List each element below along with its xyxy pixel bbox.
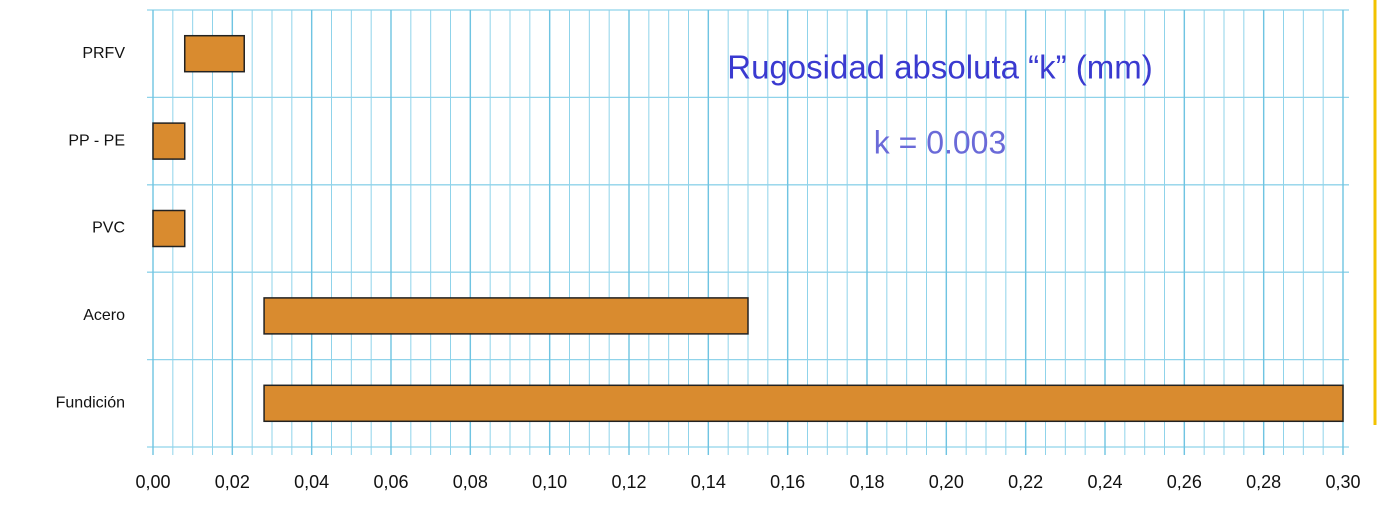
bar <box>152 122 186 160</box>
x-tick-label: 0,14 <box>691 472 726 492</box>
x-tick-label: 0,00 <box>135 472 170 492</box>
y-tick-label: Acero <box>83 307 125 324</box>
x-tick-label: 0,10 <box>532 472 567 492</box>
x-tick-label: 0,12 <box>611 472 646 492</box>
x-tick-label: 0,08 <box>453 472 488 492</box>
y-tick-label: Fundición <box>56 395 125 412</box>
x-tick-label: 0,06 <box>373 472 408 492</box>
x-tick-label: 0,26 <box>1167 472 1202 492</box>
bar <box>263 384 1344 423</box>
x-tick-label: 0,04 <box>294 472 329 492</box>
y-tick-label: PP - PE <box>68 132 125 149</box>
annotation: Rugosidad absoluta “k” (mm) <box>727 49 1153 86</box>
x-tick-label: 0,30 <box>1325 472 1360 492</box>
annotation: k = 0.003 <box>874 124 1007 160</box>
x-tick-label: 0,18 <box>849 472 884 492</box>
x-tick-label: 0,16 <box>770 472 805 492</box>
x-tick-label: 0,28 <box>1246 472 1281 492</box>
x-tick-label: 0,02 <box>215 472 250 492</box>
y-tick-label: PVC <box>92 220 125 237</box>
y-tick-label: PRFV <box>82 45 125 62</box>
bar <box>263 297 749 335</box>
x-tick-label: 0,24 <box>1087 472 1122 492</box>
x-tick-label: 0,20 <box>929 472 964 492</box>
bar <box>183 34 245 73</box>
x-tick-label: 0,22 <box>1008 472 1043 492</box>
bar <box>152 209 186 248</box>
